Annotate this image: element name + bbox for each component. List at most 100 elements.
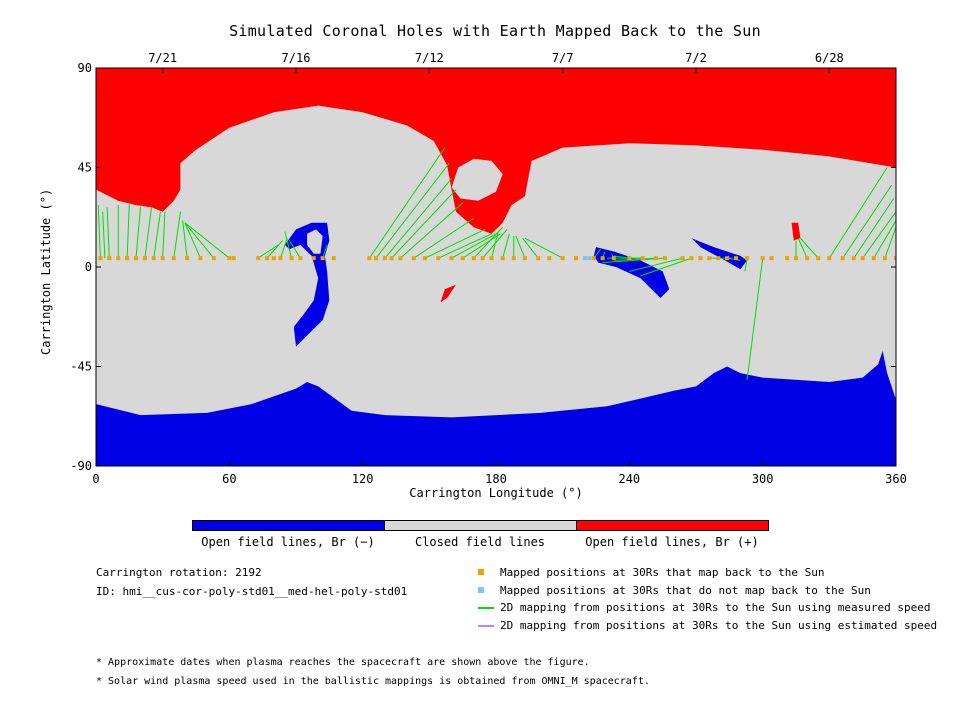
mapped-position: [840, 256, 845, 261]
mapped-position: [547, 256, 552, 261]
region-negative-streak-east: [691, 238, 748, 270]
mapped-position: [98, 256, 103, 261]
chart-title: Simulated Coronal Holes with Earth Mappe…: [229, 22, 761, 40]
x-tick-label: 300: [752, 472, 774, 486]
region-north-positive: [96, 68, 896, 234]
x-tick-label: 0: [92, 472, 99, 486]
x-tick-label: 240: [618, 472, 640, 486]
mapping-line: [184, 222, 201, 259]
mapping-line: [884, 227, 896, 259]
mapped-position: [707, 256, 712, 261]
mapping-line: [515, 235, 526, 259]
mapping-line: [746, 258, 764, 380]
mapping-line: [613, 257, 657, 261]
mapped-position: [698, 256, 703, 261]
mapped-position: [480, 256, 485, 261]
mapped-position: [198, 256, 203, 261]
mapped-position: [689, 256, 694, 261]
mapped-position: [389, 256, 394, 261]
mapping-line: [842, 184, 892, 259]
mapping-line: [522, 237, 539, 259]
mapped-position: [860, 256, 865, 261]
mapped-position: [142, 256, 147, 261]
mapped-position: [760, 256, 765, 261]
mapped-position: [256, 256, 261, 261]
region-positive-small-south: [440, 284, 456, 303]
mapped-position: [265, 256, 270, 261]
mapped-position: [511, 256, 516, 261]
mapping-line: [279, 238, 288, 259]
x-axis-label: Carrington Longitude (°): [409, 486, 583, 500]
note-dates: * Approximate dates when plasma reaches …: [96, 657, 590, 668]
mapped-position: [271, 256, 276, 261]
mapping-line: [391, 189, 457, 259]
region-negative-loop-outer: [284, 222, 330, 347]
mapping-line: [491, 231, 499, 259]
mapping-line: [438, 233, 492, 259]
mapped-position: [725, 256, 730, 261]
legend-label-estimated: 2D mapping from positions at 30Rs to the…: [500, 619, 938, 632]
mapping-line: [144, 207, 153, 259]
mapping-line: [502, 233, 510, 259]
mapped-position: [640, 256, 645, 261]
mapped-position: [851, 256, 856, 261]
mapping-line: [184, 222, 230, 259]
mapping-line: [368, 147, 446, 259]
x-tick-label: 60: [222, 472, 236, 486]
mapping-line: [322, 244, 328, 259]
mapping-line: [828, 167, 888, 259]
mapped-position: [500, 256, 505, 261]
mapped-position: [311, 256, 316, 261]
region-negative-loop-inner: [307, 229, 323, 254]
mapping-line: [384, 178, 452, 259]
mapping-line: [97, 205, 101, 259]
mapped-position: [600, 256, 605, 261]
mapping-line: [451, 233, 497, 259]
mapped-position: [745, 256, 750, 261]
region-south-negative: [96, 351, 896, 466]
colorbar-positive: [576, 520, 769, 531]
mapped-position: [805, 256, 810, 261]
mapped-position: [116, 256, 121, 261]
x-tick-label: 120: [352, 472, 374, 486]
mapping-line: [400, 202, 463, 259]
mapping-line: [800, 237, 819, 259]
not-mapped-position: [582, 256, 587, 261]
y-axis-label: Carrington Latitude (°): [39, 188, 53, 355]
region-positive-small-east: [791, 222, 801, 241]
colorbar-closed: [384, 520, 578, 531]
mapped-position: [125, 256, 130, 261]
mapped-position: [894, 256, 896, 261]
mapped-position: [298, 256, 303, 261]
mapping-line: [797, 238, 808, 259]
top-date-label: 6/28: [815, 51, 844, 65]
mapped-position: [278, 256, 283, 261]
legend-label-not-mapped: Mapped positions at 30Rs that do not map…: [500, 584, 871, 597]
mapped-position: [134, 256, 138, 261]
carrington-rotation: Carrington rotation: 2192: [96, 566, 262, 579]
mapping-line: [424, 228, 486, 259]
mapped-position: [160, 256, 165, 261]
mapping-line: [102, 211, 106, 259]
colorbar-label-negative: Open field lines, Br (−): [201, 535, 375, 549]
y-tick-label: -45: [70, 360, 92, 374]
mapped-position: [871, 256, 876, 261]
legend-swatch-estimated: [478, 625, 494, 627]
mapped-position: [367, 256, 372, 261]
mapping-line: [744, 258, 748, 272]
region-north-positive-blob: [451, 158, 503, 201]
mapping-line: [135, 207, 141, 259]
mapping-line: [862, 211, 896, 259]
top-date-label: 7/7: [552, 51, 574, 65]
mapped-position: [211, 256, 216, 261]
mapped-position: [769, 256, 774, 261]
mapped-position: [374, 256, 378, 261]
top-date-label: 7/12: [415, 51, 444, 65]
legend-swatch-not-mapped: [478, 587, 484, 593]
map-area: [96, 68, 896, 466]
mapping-line: [184, 222, 215, 259]
colorbar-negative: [192, 520, 386, 531]
mapped-position: [422, 256, 427, 261]
mapped-position: [734, 256, 738, 261]
mapping-line: [462, 233, 501, 259]
